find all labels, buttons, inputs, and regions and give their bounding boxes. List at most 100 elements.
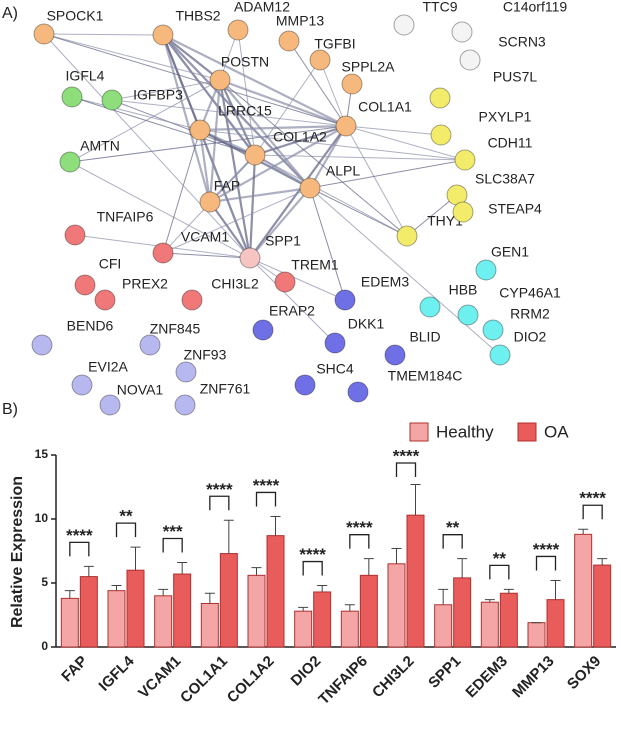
x-tick-label: SOX9: [564, 653, 604, 693]
node: [396, 225, 418, 247]
edge: [111, 99, 347, 127]
edge: [345, 125, 408, 237]
edge: [162, 34, 256, 156]
legend-swatch: [409, 422, 429, 442]
bar: [107, 590, 126, 648]
significance-label: ****: [579, 489, 606, 508]
node: [429, 87, 451, 109]
edge: [309, 187, 408, 237]
node-label: DIO2: [514, 329, 547, 345]
edge: [69, 161, 251, 259]
x-tick-label: FAP: [58, 653, 91, 686]
y-tick-label: 10: [35, 511, 49, 525]
error-bar: [204, 592, 215, 604]
node: [294, 374, 316, 396]
edge: [254, 154, 408, 237]
edge: [43, 33, 164, 36]
bar: [79, 576, 98, 648]
significance-bracket: [255, 491, 277, 507]
error-bar: [578, 528, 589, 535]
significance-bracket: [349, 534, 370, 549]
node: [309, 49, 331, 71]
edge: [309, 187, 501, 356]
edge: [309, 159, 466, 189]
node-label: CYP46A1: [499, 285, 561, 301]
edge: [254, 59, 321, 156]
panel-label: B): [2, 401, 18, 418]
node-label: CHI3L2: [211, 276, 259, 292]
x-tick-label: DIO2: [288, 653, 325, 690]
node: [244, 144, 266, 166]
node: [139, 334, 161, 356]
node: [175, 361, 197, 383]
node: [384, 344, 406, 366]
node-label: NOVA1: [117, 382, 164, 398]
node-label: HBB: [449, 282, 478, 298]
y-axis-label: Relative Expression: [9, 476, 26, 628]
error-bar: [130, 546, 141, 571]
edge: [209, 125, 347, 203]
edge: [162, 34, 347, 127]
bar: [574, 533, 593, 648]
node-label: POSTN: [221, 54, 269, 70]
node-label: THBS2: [175, 8, 220, 24]
node: [101, 89, 123, 111]
node: [341, 73, 363, 95]
node-label: SHC4: [316, 361, 354, 377]
edge: [208, 79, 222, 203]
error-bar: [503, 588, 514, 594]
node: [181, 289, 203, 311]
node-label: SCRN3: [498, 34, 546, 50]
error-bar: [158, 588, 169, 596]
significance-bracket: [115, 522, 137, 538]
node: [419, 296, 441, 318]
edge: [209, 201, 251, 259]
node: [239, 247, 261, 269]
bar: [480, 601, 499, 648]
node-label: C14orf119: [503, 0, 568, 15]
node-label: SPP1: [265, 233, 301, 249]
significance-bracket: [582, 504, 603, 520]
edge: [71, 96, 256, 156]
node-label: STEAP4: [488, 201, 542, 217]
node: [74, 274, 96, 296]
error-bar: [363, 558, 374, 576]
edge: [309, 187, 346, 301]
node: [61, 86, 83, 108]
node: [31, 334, 53, 356]
bar: [546, 599, 565, 648]
edge: [288, 40, 347, 127]
node: [475, 259, 497, 281]
significance-label: ***: [163, 522, 183, 541]
x-tick-label: SPP1: [425, 653, 464, 692]
bar: [173, 573, 192, 648]
error-bar: [457, 558, 468, 578]
edge: [237, 29, 256, 156]
significance-bracket: [69, 541, 90, 557]
bar: [359, 574, 378, 648]
edge: [199, 129, 466, 161]
error-bar: [177, 562, 188, 575]
edge: [198, 129, 212, 203]
bar: [387, 563, 406, 648]
bar: [200, 602, 219, 648]
edge: [249, 257, 336, 344]
node: [324, 332, 346, 354]
node: [335, 115, 357, 137]
node-label: PREX2: [122, 276, 168, 292]
edge: [162, 34, 221, 81]
node-label: CDH11: [488, 135, 533, 151]
edge: [319, 59, 347, 127]
edge: [219, 78, 347, 128]
edge: [248, 154, 257, 259]
x-tick-label: TNFAIP6: [315, 653, 371, 709]
error-bar: [410, 483, 421, 516]
bar: [294, 610, 313, 648]
bar: [126, 569, 145, 648]
error-bar: [391, 547, 402, 564]
edge: [209, 186, 311, 204]
y-tick-label: 0: [41, 639, 48, 653]
bar: [247, 574, 266, 648]
y-tick-label: 15: [35, 447, 49, 461]
